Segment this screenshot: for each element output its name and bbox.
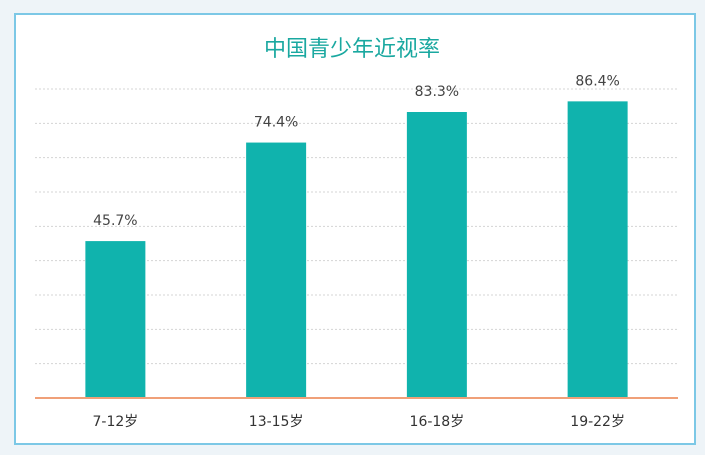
- x-tick-label: 19-22岁: [570, 414, 625, 430]
- data-label: 45.7%: [93, 213, 137, 229]
- bar: [246, 142, 307, 398]
- x-tick-label: 16-18岁: [410, 414, 465, 430]
- data-label: 74.4%: [254, 115, 298, 131]
- data-label: 86.4%: [575, 73, 619, 89]
- x-tick-label: 7-12岁: [92, 414, 138, 430]
- chart-title: 中国青少年近视率: [264, 37, 440, 62]
- bar: [406, 112, 467, 399]
- x-tick-label: 13-15岁: [249, 414, 304, 430]
- bar: [85, 241, 146, 398]
- data-label: 83.3%: [415, 84, 459, 100]
- bar: [567, 101, 628, 399]
